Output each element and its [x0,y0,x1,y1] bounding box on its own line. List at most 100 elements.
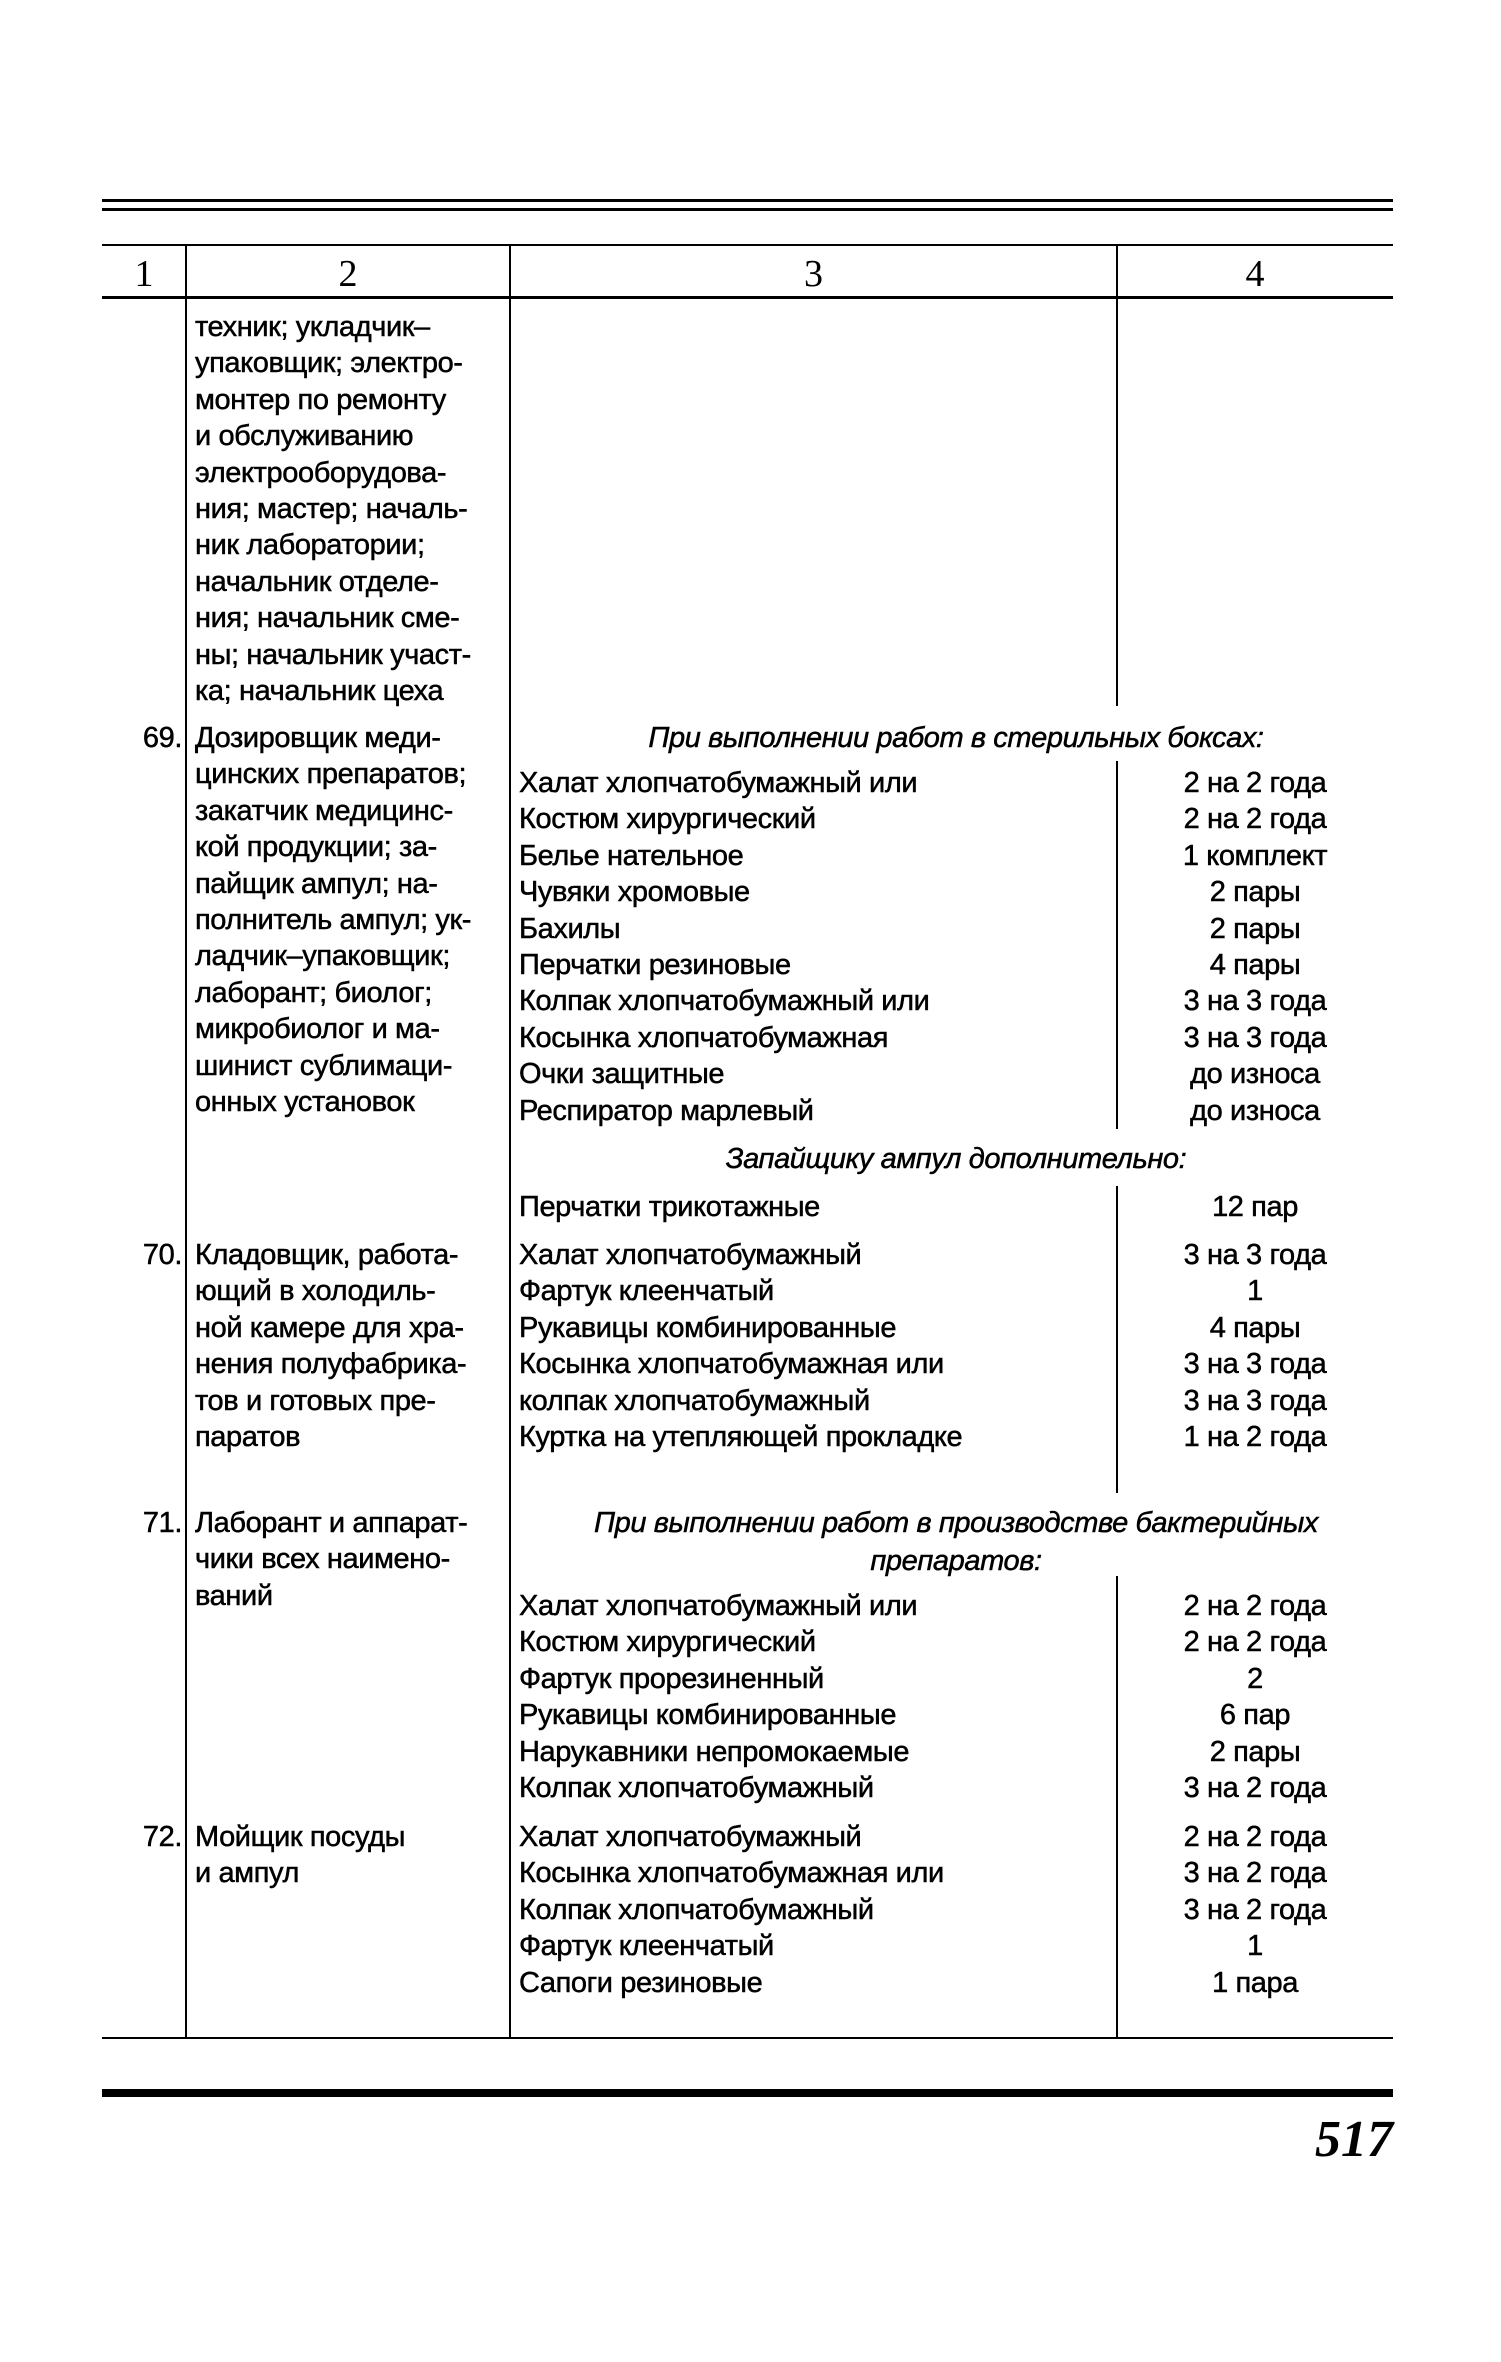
description-line: ния; начальник сме- [195,602,460,635]
item-norm: 2 [1247,1662,1264,1696]
item-norm: 3 на 2 года [1183,1772,1327,1805]
description-line: цинских препаратов; [195,758,467,791]
description-line: Дозировщик меди- [195,722,441,755]
description-line: Мойщик посуды [195,1821,406,1854]
description-line: и ампул [195,1857,300,1890]
item-name: Фартук прорезиненный [519,1662,825,1696]
top-rule-1 [102,199,1393,202]
item-norm: 2 на 2 года [1183,803,1327,836]
row-number: 71. [142,1507,183,1540]
group-heading: При выполнении работ в стерильных боксах… [648,722,1264,755]
column-divider-3 [1116,1186,1118,1493]
item-name: Колпак хлопчатобумажный [519,1772,875,1805]
column-header-1: 1 [134,253,154,295]
item-norm: 1 [1247,1275,1264,1308]
description-line: паратов [195,1421,301,1454]
item-norm: 2 пары [1209,912,1301,945]
description-line: техник; укладчик– [195,311,431,344]
item-name: Колпак хлопчатобумажный [519,1893,875,1927]
item-name: Фартук клеенчатый [519,1275,775,1308]
page-number: 517 [1315,2111,1393,2168]
table-bottom-border [102,2037,1393,2039]
item-norm: до износа [1190,1058,1321,1091]
item-name: Рукавицы комбинированные [519,1311,897,1345]
row-number: 70. [142,1239,183,1272]
item-norm: 2 на 2 года [1183,1626,1327,1659]
column-divider-1 [185,245,187,2038]
item-name: Бахилы [519,912,621,945]
item-name: Халат хлопчатобумажный или [519,1590,918,1623]
description-line: тов и готовых пре- [195,1384,436,1417]
item-norm: 2 пары [1209,1735,1301,1768]
item-norm: 4 пары [1209,949,1301,982]
group-heading: Запайщику ампул дополнительно: [725,1143,1187,1176]
description-line: ния; мастер; началь- [195,493,468,526]
item-norm: 3 на 2 года [1183,1857,1327,1890]
item-norm: 1 комплект [1182,839,1328,873]
item-name: Фартук клеенчатый [519,1930,775,1963]
description-line: монтер по ремонту [195,383,447,417]
description-line: шинист сублимаци- [195,1049,453,1082]
column-divider-2 [509,245,511,2038]
description-line: начальник отделе- [195,565,439,599]
item-name: Сапоги резиновые [519,1966,763,1999]
item-norm: 3 на 3 года [1183,985,1327,1018]
description-line: ющий в холодиль- [195,1275,436,1308]
item-name: Косынка хлопчатобумажная или [519,1348,945,1381]
description-line: онных установок [195,1086,415,1119]
item-norm: 4 пары [1209,1311,1301,1345]
item-norm: 3 на 3 года [1183,1348,1327,1381]
description-line: полнитель ампул; ук- [195,904,472,937]
item-name: Халат хлопчатобумажный [519,1239,862,1272]
description-line: электрооборудова- [195,456,447,489]
item-norm: 3 на 3 года [1183,1021,1327,1055]
description-line: закатчик медицинс- [195,794,454,828]
table-top-border [102,244,1393,246]
description-line: кой продукции; за- [195,831,438,864]
item-name: Халат хлопчатобумажный или [519,767,918,800]
item-norm: 2 пары [1209,876,1301,909]
row-number: 72. [142,1821,183,1854]
top-rule-2 [102,208,1393,211]
item-name: Халат хлопчатобумажный [519,1821,862,1854]
column-header-4: 4 [1245,253,1265,295]
description-line: лаборант; биолог; [195,976,433,1010]
item-norm: до износа [1190,1094,1321,1127]
description-line: упаковщик; электро- [195,347,463,380]
column-divider-3 [1116,245,1118,706]
description-line: ка; начальник цеха [195,675,444,708]
item-norm: 2 на 2 года [1183,767,1327,800]
header-bottom-border [102,296,1393,299]
item-name: Нарукавники непромокаемые [519,1735,910,1768]
item-norm: 2 на 2 года [1183,1590,1327,1623]
item-name: Куртка на утепляющей прокладке [519,1421,963,1454]
item-name: Костюм хирургический [519,803,817,836]
item-norm: 3 на 3 года [1183,1239,1327,1272]
description-line: и обслуживанию [195,420,414,453]
item-name: Рукавицы комбинированные [519,1699,897,1732]
description-line: ник лаборатории; [195,529,426,562]
description-line: Лаборант и аппарат- [195,1507,468,1540]
column-header-2: 2 [338,253,358,295]
column-divider-3 [1116,1576,1118,2038]
item-name: Перчатки трикотажные [519,1191,821,1224]
item-name: Косынка хлопчатобумажная [519,1021,889,1055]
description-line: ладчик–упаковщик; [195,940,451,973]
item-name: Косынка хлопчатобумажная или [519,1857,945,1890]
item-name: Чувяки хромовые [519,876,751,909]
item-norm: 6 пар [1219,1699,1291,1732]
description-line: ваний [195,1579,274,1613]
item-name: Белье нательное [519,839,744,873]
item-norm: 3 на 2 года [1183,1893,1327,1927]
item-norm: 12 пар [1212,1191,1299,1224]
description-line: пайщик ампул; на- [195,867,438,900]
description-line: чики всех наимено- [195,1543,451,1576]
item-norm: 1 на 2 года [1183,1421,1327,1454]
item-norm: 1 пара [1212,1966,1299,1999]
row-number: 69. [142,722,183,755]
item-name: Очки защитные [519,1058,725,1091]
column-header-3: 3 [804,253,823,295]
item-norm: 2 на 2 года [1183,1821,1327,1854]
group-heading: препаратов: [870,1545,1042,1578]
item-name: Респиратор марлевый [519,1094,814,1127]
